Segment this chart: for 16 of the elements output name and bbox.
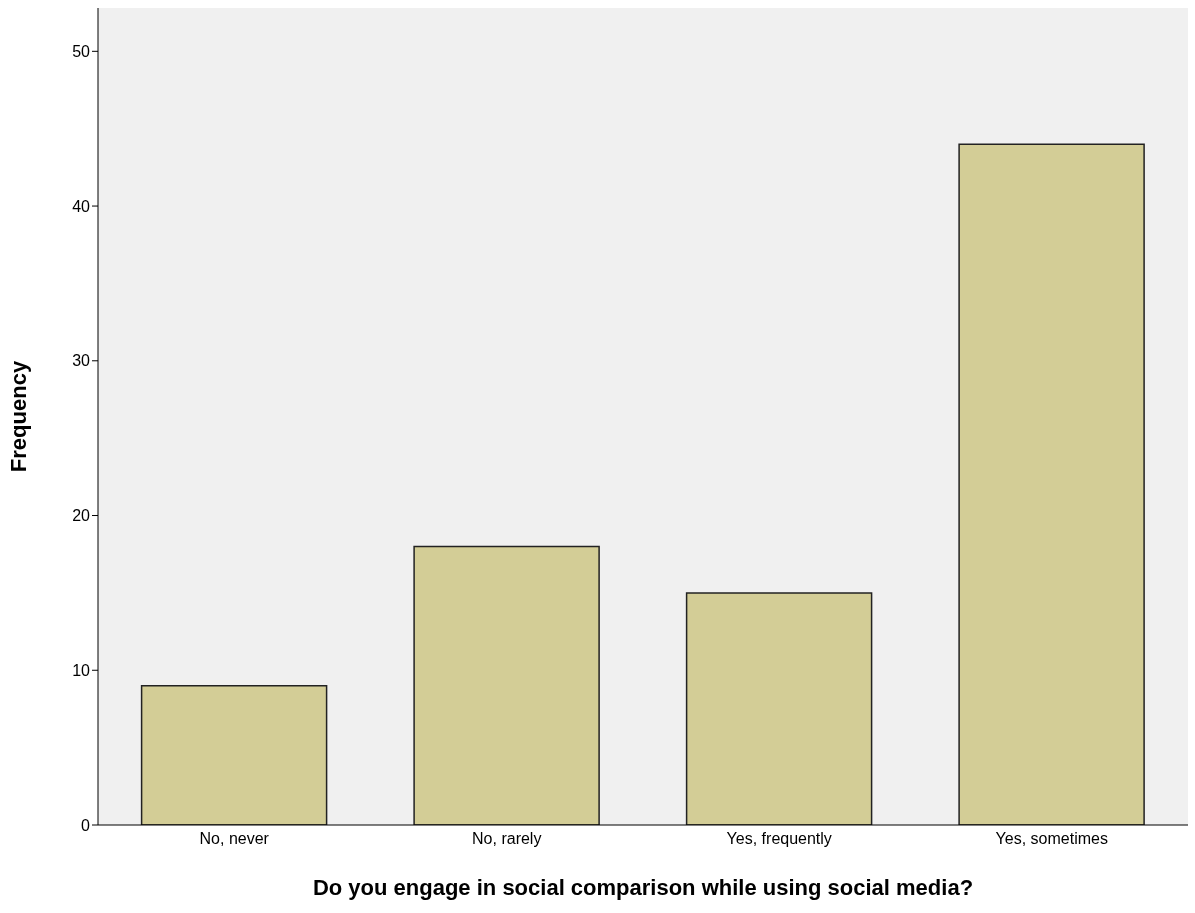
y-tick-label: 0 [81,816,91,834]
x-tick-label: Yes, frequently [726,830,832,848]
x-tick-label: No, never [199,830,270,848]
bar [413,545,600,825]
bar [958,143,1145,825]
y-tick-label: 10 [72,661,91,679]
y-tick-label: 30 [72,352,91,370]
bar [140,684,328,825]
y-tick-label: 40 [72,197,91,215]
bar [685,592,873,825]
y-tick-label: 50 [72,43,91,61]
y-axis-title: Frequency [5,360,31,473]
x-axis-title: Do you engage in social comparison while using social media? [312,875,974,900]
x-tick-label: Yes, sometimes [995,830,1108,848]
x-tick-label: No, rarely [472,830,542,848]
y-tick-label: 20 [72,507,91,525]
